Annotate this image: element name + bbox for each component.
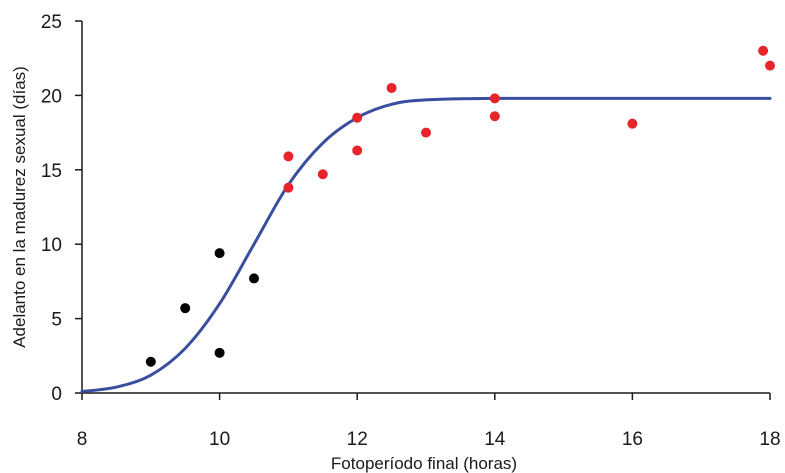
y-tick-label: 5 bbox=[51, 310, 62, 331]
y-tick-label: 25 bbox=[41, 12, 62, 33]
data-point bbox=[283, 151, 294, 162]
data-point bbox=[489, 111, 500, 122]
data-point bbox=[180, 303, 191, 314]
data-point bbox=[352, 145, 363, 156]
data-point bbox=[386, 82, 397, 93]
x-tick-label: 14 bbox=[484, 429, 506, 450]
data-point bbox=[627, 118, 638, 129]
x-tick-label: 10 bbox=[209, 429, 230, 450]
x-ticks: 8 10 12 14 16 18 bbox=[77, 393, 781, 450]
x-tick-label: 18 bbox=[759, 429, 780, 450]
y-tick-label: 10 bbox=[41, 235, 62, 256]
data-point bbox=[765, 60, 775, 71]
y-ticks: 0 5 10 15 20 25 bbox=[41, 12, 82, 405]
data-point bbox=[283, 182, 294, 193]
data-point bbox=[489, 93, 500, 104]
y-tick-label: 20 bbox=[41, 86, 62, 107]
fitted-curve bbox=[80, 96, 772, 394]
data-point bbox=[214, 248, 225, 259]
plot-points bbox=[145, 45, 775, 367]
y-tick-label: 0 bbox=[51, 384, 62, 405]
x-tick-label: 8 bbox=[77, 429, 88, 450]
data-point bbox=[249, 273, 259, 284]
y-axis-title: Adelanto en la madurez sexual (días) bbox=[10, 66, 29, 348]
data-point bbox=[758, 45, 769, 56]
x-tick-label: 12 bbox=[347, 429, 368, 450]
data-point bbox=[145, 356, 156, 367]
data-point bbox=[352, 112, 363, 123]
data-point bbox=[214, 347, 225, 358]
plot-lines bbox=[80, 96, 772, 394]
x-tick-label: 16 bbox=[622, 429, 643, 450]
y-tick-label: 15 bbox=[41, 161, 62, 182]
x-axis-title: Fotoperíodo final (horas) bbox=[331, 454, 517, 473]
data-point bbox=[421, 127, 431, 138]
data-point bbox=[317, 169, 328, 180]
